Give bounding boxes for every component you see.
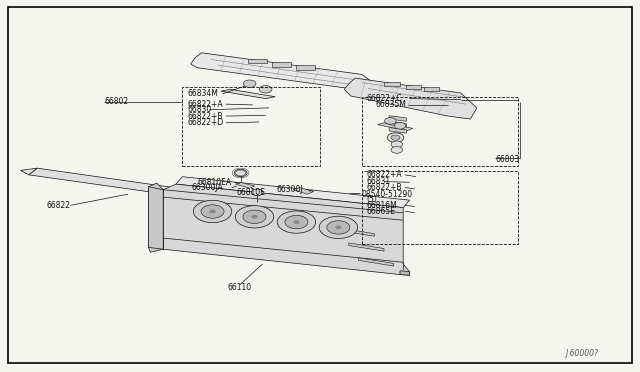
Circle shape — [236, 206, 274, 228]
Polygon shape — [176, 177, 410, 208]
Polygon shape — [389, 116, 406, 121]
Text: 66831: 66831 — [367, 177, 391, 186]
Text: 08540-51290: 08540-51290 — [362, 190, 413, 199]
Circle shape — [327, 221, 350, 234]
Text: 66802: 66802 — [104, 97, 129, 106]
Polygon shape — [148, 187, 163, 249]
Text: 66822+C: 66822+C — [367, 94, 403, 103]
Circle shape — [234, 169, 247, 177]
Text: 66110: 66110 — [227, 283, 252, 292]
Text: 66834M: 66834M — [188, 89, 218, 98]
Polygon shape — [293, 187, 314, 194]
Circle shape — [293, 220, 300, 224]
Polygon shape — [148, 183, 163, 252]
Polygon shape — [29, 168, 246, 205]
Text: 66830: 66830 — [188, 105, 212, 114]
Text: (5): (5) — [367, 195, 378, 204]
Polygon shape — [272, 62, 291, 67]
Polygon shape — [378, 123, 413, 131]
Circle shape — [277, 211, 316, 233]
Circle shape — [385, 118, 396, 124]
Circle shape — [252, 215, 258, 219]
Text: 66810EA: 66810EA — [197, 178, 231, 187]
Polygon shape — [296, 65, 315, 70]
Text: 66822+A: 66822+A — [367, 170, 403, 179]
Circle shape — [319, 216, 358, 238]
Polygon shape — [344, 78, 477, 119]
Circle shape — [209, 210, 216, 214]
Text: J 60000?: J 60000? — [565, 349, 598, 358]
Polygon shape — [191, 53, 384, 97]
Circle shape — [243, 80, 256, 87]
Circle shape — [252, 189, 263, 196]
Circle shape — [193, 200, 232, 222]
Circle shape — [201, 205, 224, 218]
Polygon shape — [236, 182, 255, 188]
Circle shape — [335, 225, 342, 229]
Text: 66822+B: 66822+B — [188, 112, 223, 121]
Circle shape — [391, 135, 400, 140]
Polygon shape — [358, 258, 394, 266]
Polygon shape — [389, 121, 406, 127]
Polygon shape — [349, 243, 384, 251]
Polygon shape — [20, 168, 37, 175]
Text: 66803: 66803 — [496, 155, 520, 164]
Polygon shape — [385, 82, 400, 86]
Polygon shape — [406, 85, 421, 89]
Bar — [362, 171, 518, 244]
Polygon shape — [400, 271, 410, 275]
Circle shape — [391, 141, 403, 148]
Circle shape — [391, 147, 403, 153]
Text: 66822: 66822 — [47, 201, 70, 210]
Polygon shape — [248, 58, 268, 63]
Text: 66822+D: 66822+D — [188, 118, 224, 127]
Text: 66865E: 66865E — [367, 207, 396, 216]
Circle shape — [259, 86, 272, 93]
Text: 66835M: 66835M — [376, 100, 406, 109]
Bar — [362, 97, 518, 166]
Text: 66810E: 66810E — [237, 188, 266, 197]
Circle shape — [387, 133, 404, 142]
Text: 66300JA: 66300JA — [192, 183, 224, 192]
Polygon shape — [389, 128, 406, 133]
Polygon shape — [163, 184, 410, 275]
Text: 66822+A: 66822+A — [188, 100, 223, 109]
Polygon shape — [424, 87, 439, 92]
Polygon shape — [221, 89, 275, 99]
Circle shape — [285, 215, 308, 229]
Circle shape — [243, 210, 266, 224]
Polygon shape — [339, 228, 374, 236]
Text: 66300J: 66300J — [276, 185, 303, 194]
Text: 66816M: 66816M — [367, 201, 397, 210]
Circle shape — [394, 122, 406, 129]
Text: 66822+B: 66822+B — [367, 183, 402, 192]
Bar — [182, 87, 320, 166]
